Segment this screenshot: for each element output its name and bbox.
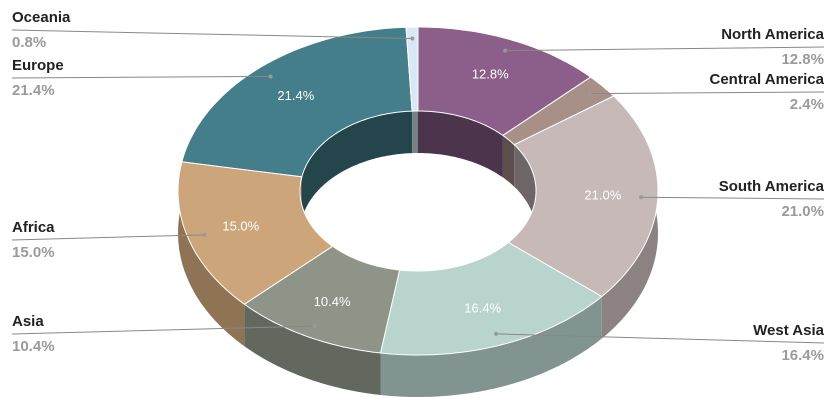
data-label: 12.8% [472, 66, 509, 81]
legend-value: 21.4% [12, 82, 55, 99]
leader-dot [587, 91, 592, 96]
slice-inner-side [301, 111, 413, 219]
leader-line [505, 46, 825, 52]
legend-value: 16.4% [781, 347, 824, 364]
slice [405, 26, 419, 112]
legend-label: Europe [12, 57, 64, 74]
data-label: 15.0% [222, 219, 259, 234]
leader-dot [202, 232, 207, 237]
leader-line [496, 333, 825, 344]
legend-value: 0.8% [12, 34, 46, 51]
slice-inner-side [412, 111, 418, 154]
slice-side [178, 161, 245, 347]
slice-side [380, 296, 602, 397]
data-label: 21.4% [277, 88, 314, 103]
leader-line [11, 75, 271, 79]
slice-inner-side [502, 135, 515, 187]
legend-label: Asia [12, 313, 44, 330]
legend-value: 12.8% [781, 51, 824, 68]
leader-dot [494, 331, 499, 336]
leader-line [11, 234, 205, 241]
legend-value: 15.0% [12, 244, 55, 261]
data-label: 21.0% [584, 188, 621, 203]
leader-line [11, 29, 413, 40]
legend-label: Central America [710, 71, 825, 88]
legend-label: Oceania [12, 9, 71, 26]
legend-label: North America [721, 26, 824, 43]
legend-label: Africa [12, 219, 55, 236]
legend-label: West Asia [753, 322, 825, 339]
legend-value: 2.4% [790, 96, 824, 113]
data-label: 10.4% [314, 294, 351, 309]
leader-dot [410, 36, 415, 41]
leader-dot [268, 74, 273, 79]
slices [177, 26, 659, 356]
leader-line [11, 325, 315, 335]
legend-value: 10.4% [12, 338, 55, 355]
leader-line [589, 91, 825, 95]
legend-label: South America [719, 178, 825, 195]
leader-dot [639, 195, 644, 200]
data-label: 16.4% [464, 300, 501, 315]
slice-inner-side [418, 111, 503, 178]
legend-value: 21.0% [781, 203, 824, 220]
labels: North America 12.8% 12.8% Central America 2.… [11, 9, 825, 364]
leader-dot [503, 48, 508, 53]
leader-dot [312, 324, 317, 329]
leader-line [641, 196, 825, 200]
